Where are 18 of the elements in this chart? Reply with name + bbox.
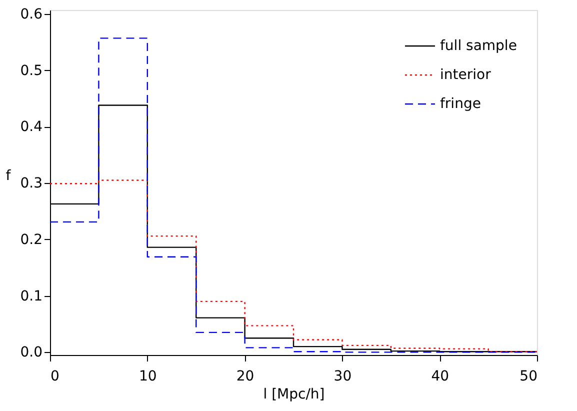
- legend-label: full sample: [440, 38, 517, 54]
- y-tick-label: 0.1: [20, 288, 42, 304]
- y-tick-label: 0.4: [20, 119, 43, 136]
- x-tick-label: 40: [431, 368, 450, 384]
- y-tick-label: 0.5: [20, 62, 42, 79]
- y-tick-label: 0.2: [20, 232, 42, 248]
- x-tick-label: 30: [334, 368, 352, 384]
- legend-label: interior: [440, 67, 492, 83]
- y-tick-label: 0.3: [20, 176, 42, 192]
- y-tick-label: 0.6: [20, 6, 43, 22]
- y-axis-title: f: [6, 168, 12, 184]
- x-tick-label: 10: [138, 368, 157, 384]
- x-axis-title: l [Mpc/h]: [263, 386, 325, 402]
- y-tick-label: 0.0: [20, 344, 42, 361]
- x-tick-label: 20: [236, 368, 254, 384]
- legend-label: fringe: [440, 96, 481, 112]
- x-tick-label: 0: [50, 368, 60, 384]
- x-tick-label: 50: [520, 368, 538, 384]
